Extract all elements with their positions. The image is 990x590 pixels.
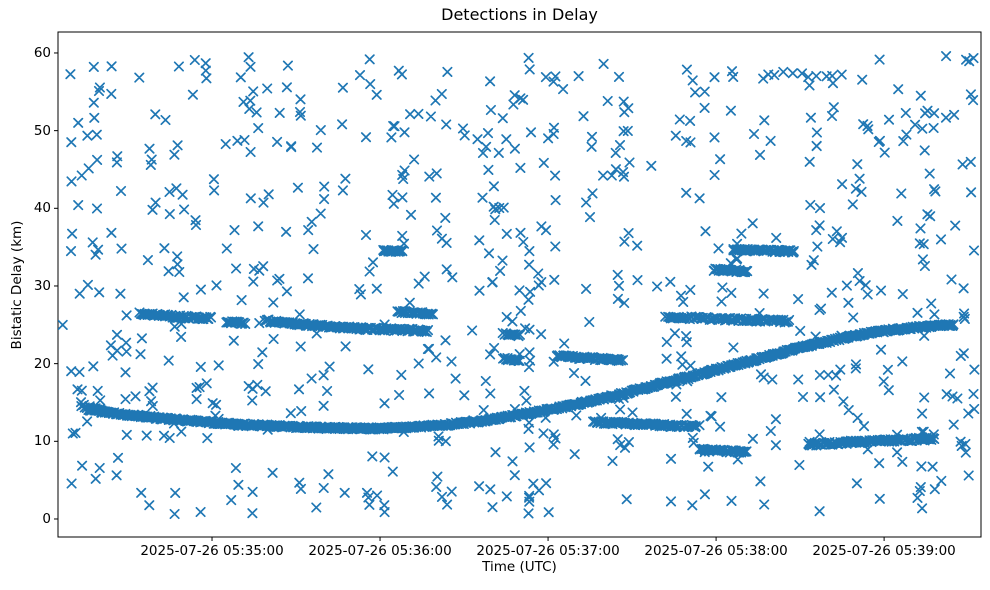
x-tick-label: 2025-07-26 05:37:00 [476, 543, 620, 559]
x-tick-label: 2025-07-26 05:36:00 [308, 543, 452, 559]
x-axis-label: Time (UTC) [482, 559, 557, 575]
y-tick-label: 50 [33, 122, 51, 139]
scatter-points [58, 51, 980, 520]
plot-spines [57, 31, 982, 538]
x-tick-label: 2025-07-26 05:39:00 [812, 543, 956, 559]
y-tick-label: 10 [33, 433, 51, 450]
y-tick-label: 30 [33, 277, 51, 294]
y-tick-label: 60 [33, 44, 51, 61]
y-tick-label: 20 [33, 355, 51, 372]
chart-title: Detections in Delay [441, 5, 598, 24]
y-tick-label: 0 [42, 510, 51, 527]
x-tick-label: 2025-07-26 05:38:00 [644, 543, 788, 559]
y-tick-label: 40 [33, 200, 51, 217]
x-tick-label: 2025-07-26 05:35:00 [140, 543, 284, 559]
axis-ticks [54, 52, 885, 541]
